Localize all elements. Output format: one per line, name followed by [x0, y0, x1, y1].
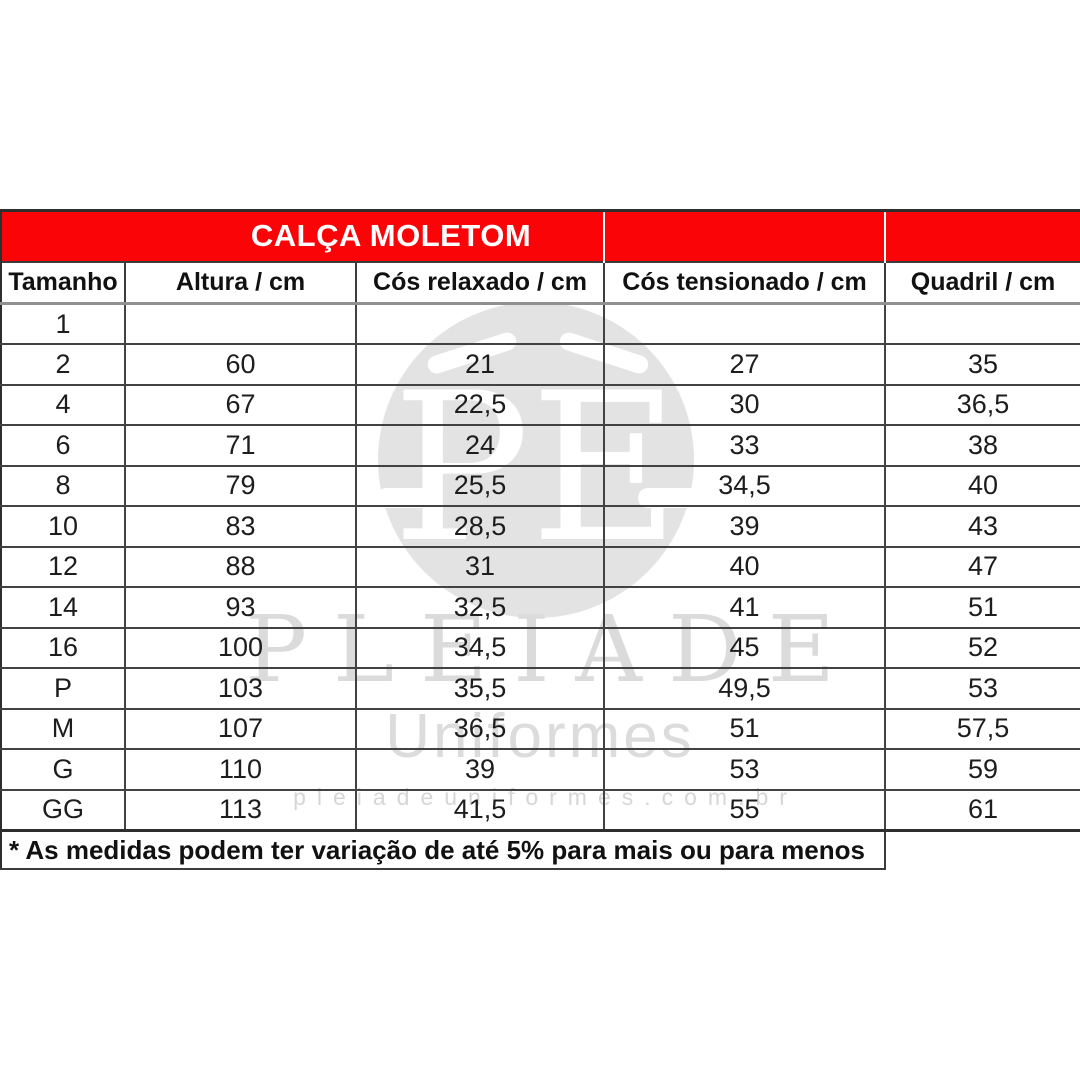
size-label-cell: 4 [0, 383, 126, 426]
column-header-cos-tensionado: Cós tensionado / cm [603, 260, 887, 305]
measure-cell: 113 [124, 788, 357, 832]
measure-cell: 107 [124, 707, 357, 750]
title-red-band-cell [884, 209, 1080, 262]
size-label-cell: 8 [0, 464, 126, 507]
size-label-cell: 6 [0, 424, 126, 467]
measure-cell [124, 302, 357, 345]
measure-cell: 51 [603, 707, 887, 750]
measure-cell: 40 [603, 545, 887, 588]
measure-cell: 67 [124, 383, 357, 426]
measure-cell: 93 [124, 586, 357, 629]
measure-cell: 43 [884, 505, 1080, 548]
size-label-cell: 16 [0, 626, 126, 669]
measure-cell: 59 [884, 748, 1080, 791]
measure-cell: 33 [603, 424, 887, 467]
measure-cell: 71 [124, 424, 357, 467]
table-row: 1 [0, 302, 1080, 345]
column-header-quadril: Quadril / cm [884, 260, 1080, 305]
footnote-spacer [885, 830, 1080, 869]
table-row: 6 71 24 33 38 [0, 424, 1080, 467]
measure-cell: 49,5 [603, 667, 887, 710]
measure-cell: 24 [354, 424, 606, 467]
measure-cell: 35 [884, 343, 1080, 386]
table-row: 4 67 22,5 30 36,5 [0, 383, 1080, 426]
table-title: CALÇA MOLETOM [0, 209, 606, 262]
measure-cell: 53 [603, 748, 887, 791]
measure-cell: 27 [603, 343, 887, 386]
title-red-band-cell [603, 209, 886, 262]
size-table: CALÇA MOLETOM Tamanho Altura / cm Cós re… [0, 209, 1080, 870]
table-row: 12 88 31 40 47 [0, 545, 1080, 588]
measure-cell: 28,5 [354, 505, 606, 548]
table-row: 14 93 32,5 41 51 [0, 586, 1080, 629]
measure-cell [884, 302, 1080, 345]
measure-cell [354, 302, 606, 345]
measure-cell: 51 [884, 586, 1080, 629]
size-label-cell: 14 [0, 586, 126, 629]
footnote-row: * As medidas podem ter variação de até 5… [0, 830, 1080, 870]
measure-cell: 22,5 [354, 383, 606, 426]
table-row: 8 79 25,5 34,5 40 [0, 464, 1080, 507]
size-label-cell: G [0, 748, 126, 791]
measure-cell: 25,5 [354, 464, 606, 507]
table-row: M 107 36,5 51 57,5 [0, 707, 1080, 750]
size-label-cell: 10 [0, 505, 126, 548]
column-header-cos-relaxado: Cós relaxado / cm [354, 260, 606, 305]
table-row: GG 113 41,5 55 61 [0, 788, 1080, 832]
measure-cell: 47 [884, 545, 1080, 588]
measure-cell: 39 [354, 748, 606, 791]
footnote: * As medidas podem ter variação de até 5… [0, 830, 887, 870]
measure-cell: 36,5 [354, 707, 606, 750]
measure-cell: 60 [124, 343, 357, 386]
measure-cell: 83 [124, 505, 357, 548]
column-header-altura: Altura / cm [124, 260, 357, 305]
measure-cell: 38 [884, 424, 1080, 467]
measure-cell: 34,5 [354, 626, 606, 669]
measure-cell: 21 [354, 343, 606, 386]
measure-cell: 110 [124, 748, 357, 791]
size-label-cell: 1 [0, 302, 126, 345]
measure-cell [603, 302, 887, 345]
measure-cell: 57,5 [884, 707, 1080, 750]
measure-cell: 79 [124, 464, 357, 507]
measure-cell: 88 [124, 545, 357, 588]
measure-cell: 32,5 [354, 586, 606, 629]
table-row: 16 100 34,5 45 52 [0, 626, 1080, 669]
size-label-cell: 2 [0, 343, 126, 386]
measure-cell: 55 [603, 788, 887, 832]
measure-cell: 45 [603, 626, 887, 669]
measure-cell: 41 [603, 586, 887, 629]
column-header-tamanho: Tamanho [0, 260, 126, 305]
measure-cell: 41,5 [354, 788, 606, 832]
size-table-footer: * As medidas podem ter variação de até 5… [0, 830, 1080, 870]
size-table-body: 1 2 60 21 27 35 4 67 22,5 30 36,5 6 71 24 33 38 8 79 25,5 3… [0, 302, 1080, 832]
size-label-cell: P [0, 667, 126, 710]
table-row: 2 60 21 27 35 [0, 343, 1080, 386]
measure-cell: 35,5 [354, 667, 606, 710]
measure-cell: 100 [124, 626, 357, 669]
title-row: CALÇA MOLETOM [0, 209, 1080, 262]
measure-cell: 40 [884, 464, 1080, 507]
measure-cell: 39 [603, 505, 887, 548]
size-label-cell: 12 [0, 545, 126, 588]
measure-cell: 30 [603, 383, 887, 426]
header-row: Tamanho Altura / cm Cós relaxado / cm Có… [0, 260, 1080, 305]
measure-cell: 52 [884, 626, 1080, 669]
measure-cell: 36,5 [884, 383, 1080, 426]
measure-cell: 34,5 [603, 464, 887, 507]
size-label-cell: GG [0, 788, 126, 832]
measure-cell: 31 [354, 545, 606, 588]
table-row: 10 83 28,5 39 43 [0, 505, 1080, 548]
measure-cell: 61 [884, 788, 1080, 832]
table-row: G 110 39 53 59 [0, 748, 1080, 791]
size-label-cell: M [0, 707, 126, 750]
table-row: P 103 35,5 49,5 53 [0, 667, 1080, 710]
measure-cell: 53 [884, 667, 1080, 710]
measure-cell: 103 [124, 667, 357, 710]
